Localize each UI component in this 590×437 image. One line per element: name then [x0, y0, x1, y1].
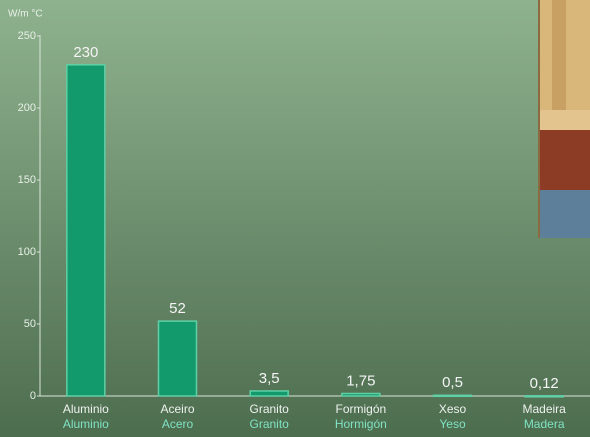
x-tick-label: Madeira [522, 402, 566, 416]
x-tick-label-es: Acero [162, 417, 194, 431]
bar [432, 394, 473, 398]
bar [249, 390, 289, 397]
bar [157, 320, 198, 397]
y-axis-label: W/m °C [8, 9, 43, 20]
x-tick-label-es: Aluminio [63, 417, 109, 431]
x-tick-label: Granito [249, 402, 289, 416]
x-tick-label-es: Hormigón [335, 417, 387, 431]
x-tick-label-es: Granito [249, 417, 289, 431]
y-tick-label: 100 [18, 246, 36, 258]
y-tick-label: 250 [18, 30, 36, 42]
data-label: 3,5 [259, 370, 280, 387]
bar [341, 392, 381, 397]
y-tick-label: 50 [24, 318, 36, 330]
data-label: 52 [169, 300, 186, 317]
photo [538, 0, 590, 238]
data-label: 1,75 [346, 372, 375, 389]
x-tick-label: Xeso [439, 402, 467, 416]
data-label: 0,5 [442, 374, 463, 391]
bar [66, 64, 106, 397]
bar [524, 395, 564, 398]
data-label: 0,12 [530, 375, 559, 392]
x-tick-label-es: Madera [524, 417, 565, 431]
data-label: 230 [73, 44, 98, 61]
x-tick-label: Aceiro [160, 402, 194, 416]
x-tick-label: Aluminio [63, 402, 109, 416]
y-tick-label: 0 [30, 390, 36, 402]
y-tick-label: 200 [18, 102, 36, 114]
y-tick-label: 150 [18, 174, 36, 186]
x-tick-label: Formigón [335, 402, 386, 416]
x-tick-label-es: Yeso [439, 417, 466, 431]
